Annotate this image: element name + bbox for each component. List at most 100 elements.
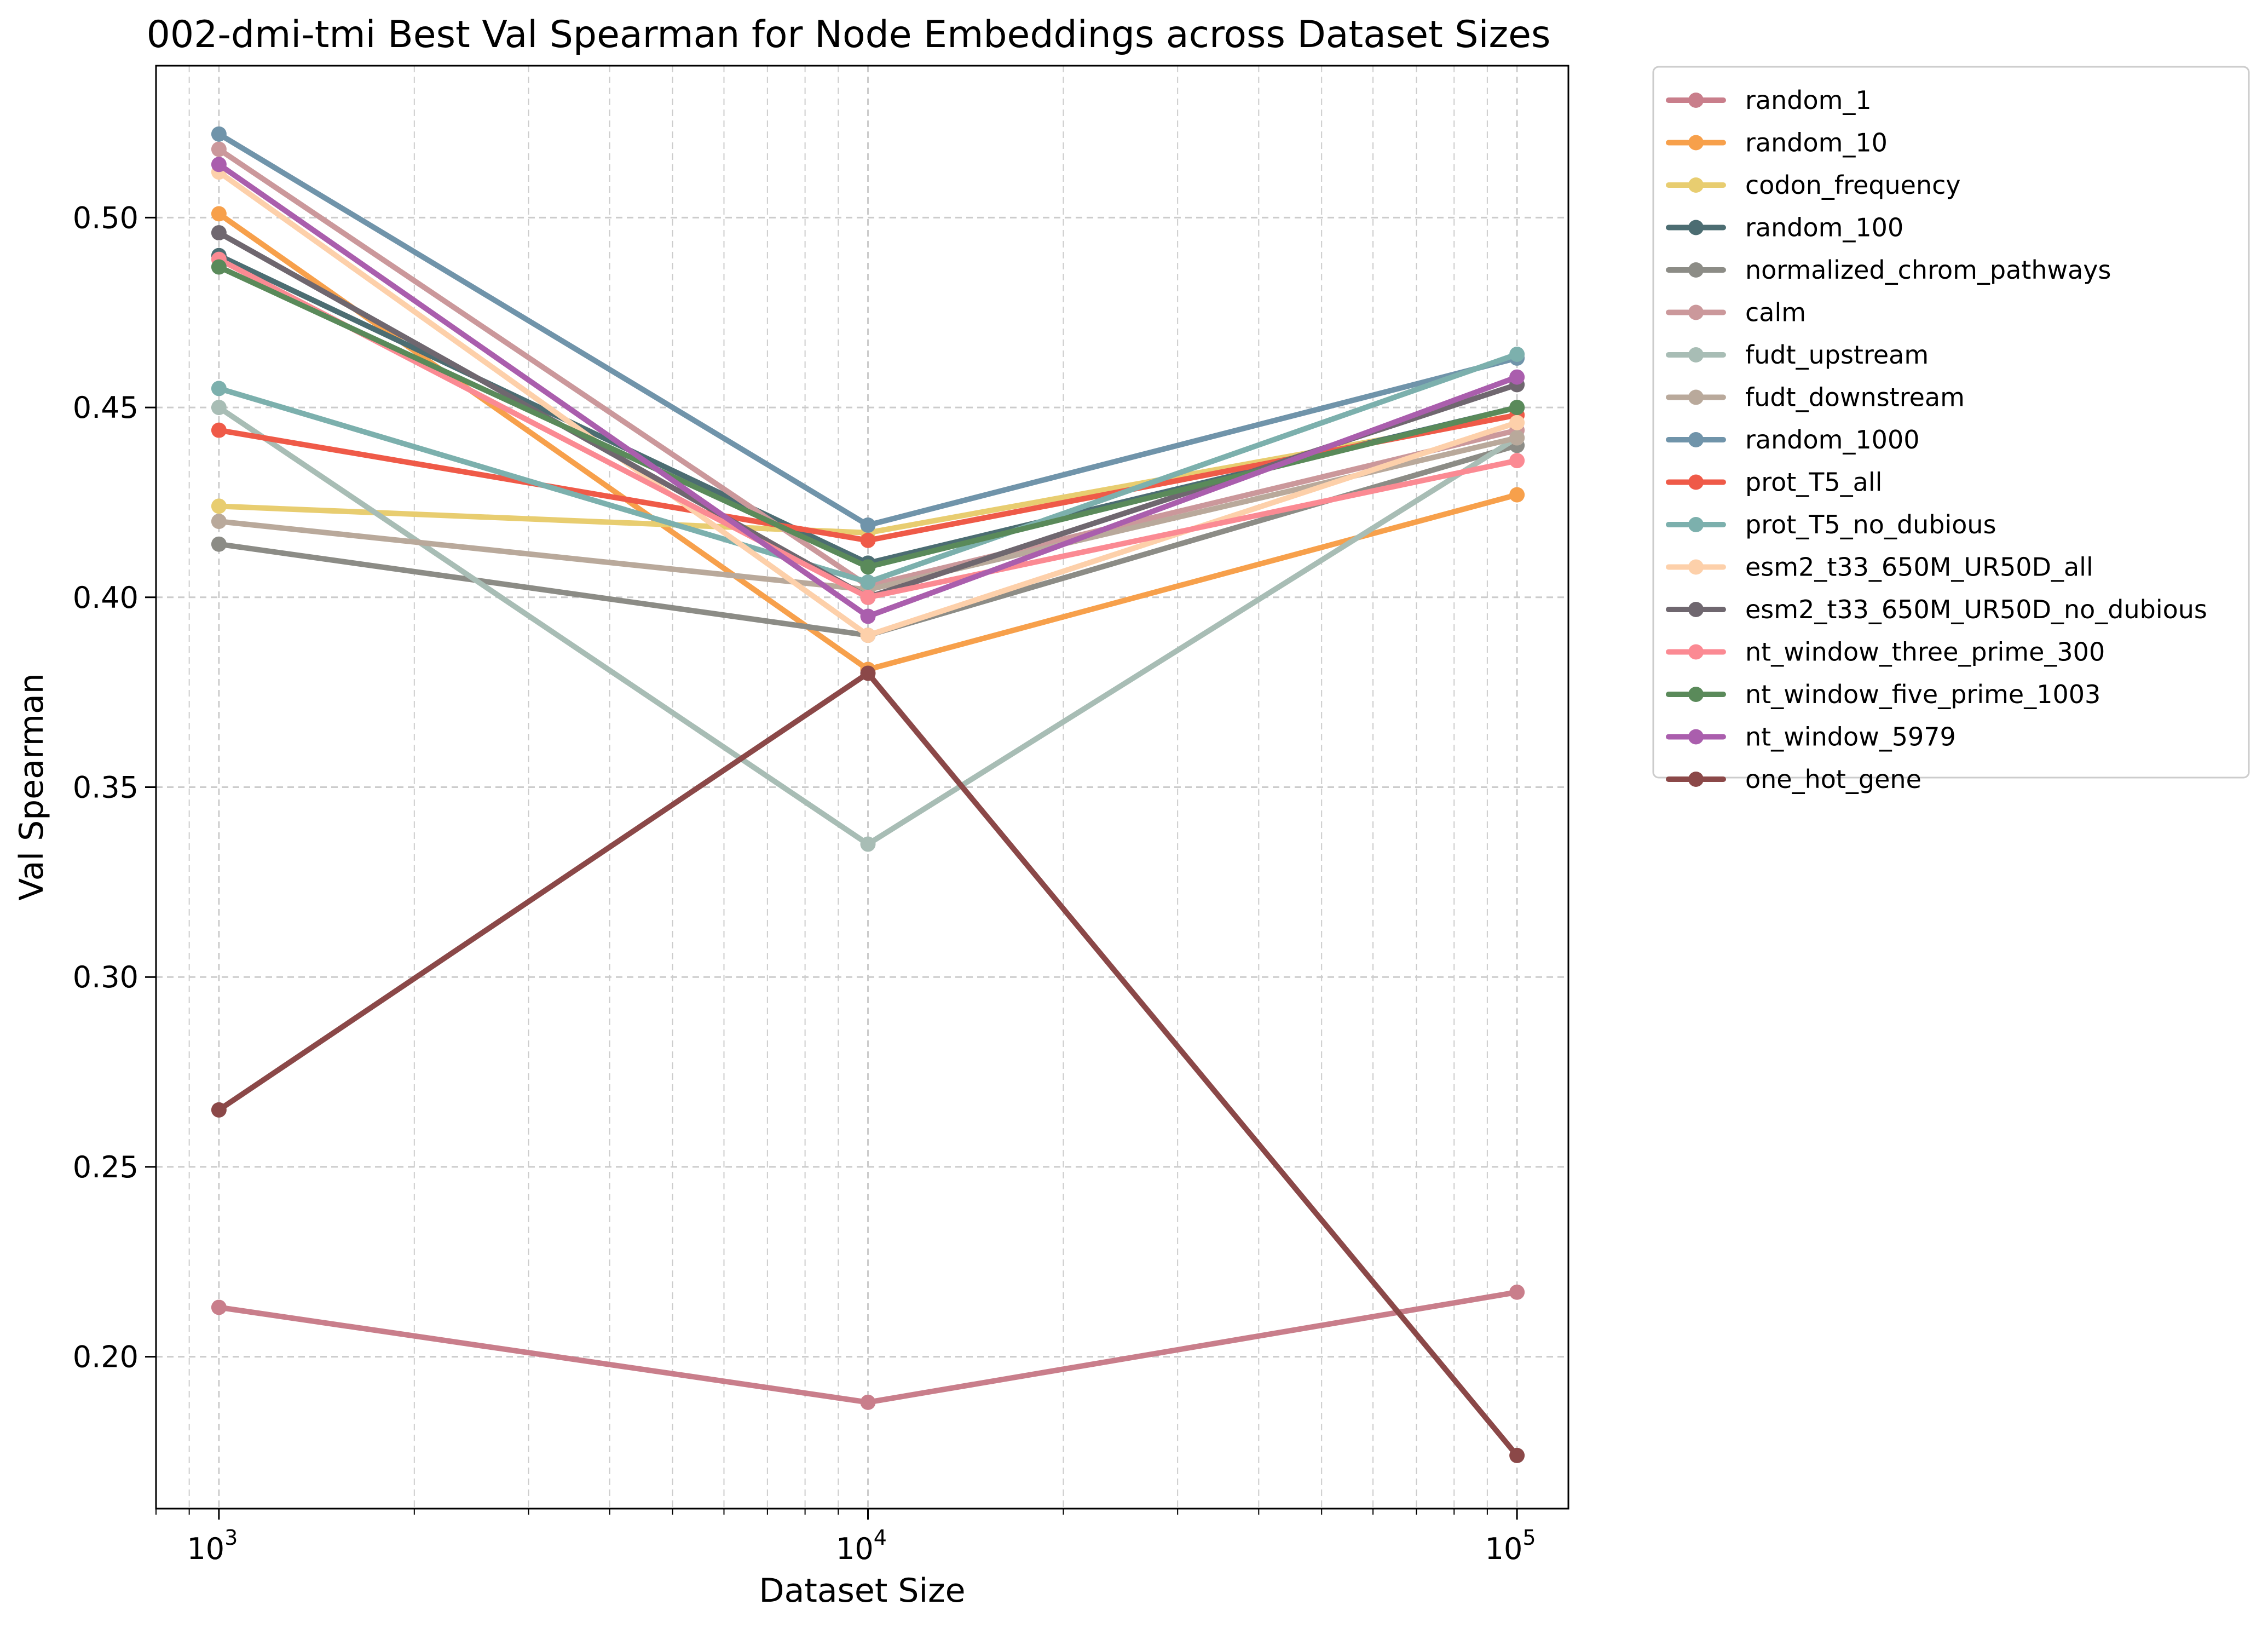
legend-swatch-marker [1688,304,1704,320]
y-tick-label: 0.30 [73,960,138,994]
legend-items: random_1 random_10 codon_frequency random_1… [1666,85,2207,794]
series-prot_T5_no_dubious [211,347,1525,590]
legend-swatch-marker [1688,220,1704,235]
series-one_hot_gene [211,665,1525,1463]
x-tick-base: 10 [187,1532,224,1566]
legend-swatch-marker [1688,262,1704,278]
legend-item-random_100: random_100 [1666,213,1903,243]
data-point-nt_window_five_prime_1003 [860,559,876,575]
legend-label: random_100 [1745,213,1903,243]
legend-label: calm [1745,298,1806,327]
data-point-random_1 [860,1394,876,1410]
x-tick-label: 105 [1485,1526,1536,1566]
data-point-prot_T5_all [211,422,227,438]
legend-item-fudt_upstream: fudt_upstream [1666,340,1929,370]
legend-swatch-marker [1688,432,1704,447]
legend-swatch-marker [1688,135,1704,151]
data-point-fudt_upstream [211,400,227,416]
legend-label: prot_T5_all [1745,468,1882,497]
legend-label: random_1000 [1745,425,1919,455]
x-axis-label: Dataset Size [759,1572,965,1610]
series-nt_window_five_prime_1003 [211,259,1525,575]
legend-swatch-marker [1688,177,1704,193]
legend-swatch-marker [1688,347,1704,363]
legend-label: esm2_t33_650M_UR50D_no_dubious [1745,595,2207,624]
legend-item-esm2_t33_650M_UR50D_no_dubious: esm2_t33_650M_UR50D_no_dubious [1666,595,2207,624]
data-point-nt_window_5979 [1509,369,1525,385]
y-tick-label: 0.20 [73,1340,138,1374]
legend-swatch-marker [1688,602,1704,617]
data-point-nt_window_5979 [211,157,227,172]
legend-label: nt_window_five_prime_1003 [1745,680,2100,709]
legend-swatch-marker [1688,772,1704,787]
legend-label: fudt_downstream [1745,383,1965,412]
legend-swatch-marker [1688,93,1704,108]
data-point-esm2_t33_650M_UR50D_all [860,628,876,643]
y-tick-label: 0.40 [73,580,138,615]
data-point-nt_window_three_prime_300 [860,589,876,605]
legend-item-codon_frequency: codon_frequency [1666,170,1961,200]
data-point-random_1000 [860,517,876,533]
legend-label: one_hot_gene [1745,764,1921,794]
legend-item-esm2_t33_650M_UR50D_all: esm2_t33_650M_UR50D_all [1666,553,2093,582]
legend-item-fudt_downstream: fudt_downstream [1666,383,1965,412]
data-point-one_hot_gene [860,665,876,681]
legend-item-random_1000: random_1000 [1666,425,1919,455]
data-point-esm2_t33_650M_UR50D_all [1509,415,1525,430]
data-point-normalized_chrom_pathways [211,536,227,552]
legend-label: normalized_chrom_pathways [1745,255,2111,285]
y-tick-label: 0.45 [73,390,138,425]
legend-swatch-marker [1688,644,1704,660]
legend-box [1652,66,2250,779]
data-point-random_1 [1509,1284,1525,1300]
data-point-nt_window_three_prime_300 [1509,453,1525,469]
legend-item-random_1: random_1 [1666,85,1872,115]
data-point-random_10 [211,206,227,222]
legend-label: nt_window_three_prime_300 [1745,637,2105,667]
data-point-nt_window_five_prime_1003 [1509,400,1525,416]
legend-label: esm2_t33_650M_UR50D_all [1745,553,2093,582]
data-point-fudt_upstream [860,836,876,852]
data-point-prot_T5_no_dubious [860,574,876,590]
legend-item-nt_window_three_prime_300: nt_window_three_prime_300 [1666,637,2105,667]
legend-label: fudt_upstream [1745,340,1929,370]
legend-label: codon_frequency [1745,170,1961,200]
legend-label: random_1 [1745,85,1872,115]
legend-swatch-marker [1688,559,1704,575]
legend-item-random_10: random_10 [1666,128,1888,158]
data-point-random_1 [211,1299,227,1315]
data-point-codon_frequency [211,498,227,514]
y-tick-label: 0.50 [73,200,138,235]
legend-label: nt_window_5979 [1745,722,1956,752]
data-point-random_1000 [211,126,227,142]
data-point-esm2_t33_650M_UR50D_no_dubious [211,225,227,241]
data-point-prot_T5_no_dubious [211,381,227,396]
legend-item-prot_T5_all: prot_T5_all [1666,468,1882,497]
data-point-one_hot_gene [1509,1447,1525,1463]
chart-title: 002-dmi-tmi Best Val Spearman for Node E… [147,13,1551,56]
x-tick-exponent: 3 [224,1526,238,1550]
y-tick-label: 0.25 [73,1150,138,1184]
data-point-nt_window_five_prime_1003 [211,259,227,275]
x-tick-exponent: 5 [1522,1526,1536,1550]
legend-swatch-marker [1688,389,1704,405]
data-point-nt_window_5979 [860,608,876,624]
legend-item-one_hot_gene: one_hot_gene [1666,764,1921,794]
legend-item-nt_window_five_prime_1003: nt_window_five_prime_1003 [1666,680,2100,709]
legend-item-normalized_chrom_pathways: normalized_chrom_pathways [1666,255,2111,285]
y-axis-label: Val Spearman [13,673,51,901]
series-layer [211,126,1525,1463]
series-nt_window_5979 [211,157,1525,624]
data-point-prot_T5_all [860,532,876,548]
y-axis-ticks: 0.20 0.25 0.30 0.35 0.40 0.45 0.50 [73,200,156,1374]
data-point-fudt_downstream [211,514,227,530]
legend-label: random_10 [1745,128,1888,158]
x-tick-label: 103 [187,1526,238,1566]
data-point-prot_T5_no_dubious [1509,347,1525,362]
legend-swatch-marker [1688,729,1704,745]
legend-item-prot_T5_no_dubious: prot_T5_no_dubious [1666,510,1996,539]
x-axis-ticks: 103 104 105 [155,1509,1536,1566]
data-point-random_10 [1509,487,1525,503]
